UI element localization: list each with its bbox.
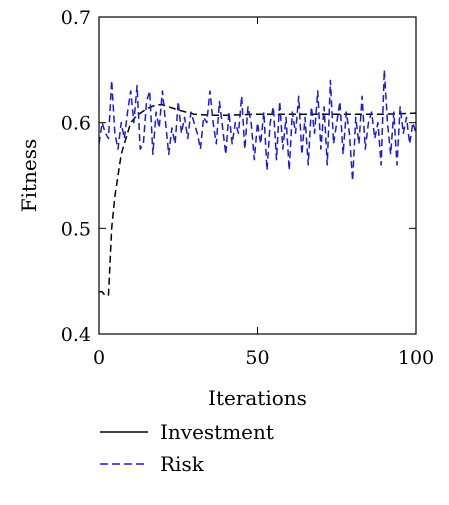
plot-frame bbox=[98, 16, 417, 335]
ticks-layer: 0 50 100 0.4 0.5 0.6 0.7 bbox=[61, 7, 434, 369]
series-line-investment bbox=[99, 103, 416, 297]
series-line-risk bbox=[99, 69, 416, 182]
y-tick-label: 0.5 bbox=[61, 218, 91, 240]
legend-label-risk: Risk bbox=[160, 452, 205, 476]
y-axis-label: Fitness bbox=[17, 139, 41, 213]
legend: Investment Risk bbox=[100, 420, 274, 476]
y-tick-label: 0.6 bbox=[61, 113, 91, 135]
y-tick-label: 0.4 bbox=[61, 324, 91, 346]
x-tick-label: 0 bbox=[93, 347, 105, 369]
x-axis-label: Iterations bbox=[208, 386, 307, 410]
x-tick-label: 50 bbox=[245, 347, 269, 369]
x-tick-label: 100 bbox=[398, 347, 434, 369]
y-tick-label: 0.7 bbox=[61, 7, 91, 29]
series-layer bbox=[99, 69, 416, 297]
legend-label-investment: Investment bbox=[160, 420, 274, 444]
